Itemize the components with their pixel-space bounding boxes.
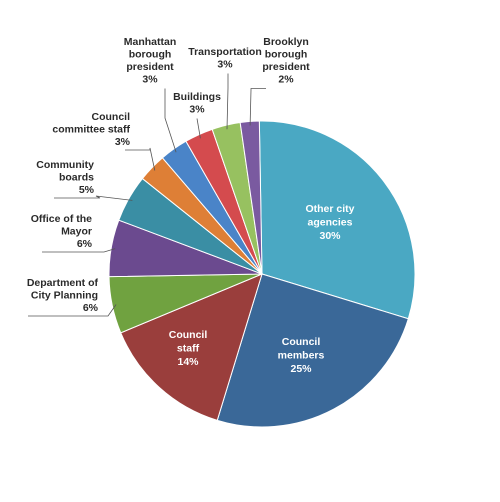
pie-slice-brooklyn-borough-president — [239, 120, 263, 275]
slice-labels: Other city agencies 30% Council members 25% Co… — [27, 36, 355, 375]
pie-slice-other-city-agencies — [258, 120, 416, 320]
pie-slices — [108, 120, 416, 428]
leader-line-office-of-the-mayor — [42, 248, 116, 253]
slice-label-council-staff: Council staff 14% — [169, 329, 208, 368]
slice-label-council-committee-staff: Council committee staff 3% — [52, 111, 130, 148]
leader-line-buildings — [196, 118, 201, 139]
slice-label-transportation: Transportation 3% — [188, 46, 262, 71]
leader-line-council-committee-staff — [125, 147, 156, 171]
slice-label-community-boards: Community boards 5% — [36, 159, 94, 196]
slice-label-other-city-agencies: Other city agencies 30% — [305, 203, 354, 242]
pie-slice-council-staff — [120, 273, 263, 421]
slice-label-brooklyn-borough-president: Brooklyn borough president 2% — [262, 36, 310, 86]
leader-line-manhattan-borough-president — [164, 88, 177, 153]
leader-line-transportation — [226, 73, 229, 130]
slice-label-manhattan-borough-president: Manhattan borough president 3% — [124, 36, 177, 86]
leader-line-brooklyn-borough-president — [249, 88, 266, 126]
leader-line-department-of-city-planning — [28, 304, 117, 317]
slice-label-office-of-the-mayor: Office of the Mayor 6% — [31, 213, 93, 250]
slice-label-council-members: Council members 25% — [278, 336, 325, 375]
leader-line-community-boards — [54, 195, 133, 201]
slice-label-department-of-city-planning: Department of City Planning 6% — [27, 277, 99, 314]
leader-lines — [28, 73, 266, 317]
slice-label-buildings: Buildings 3% — [173, 91, 221, 116]
pie-slice-council-members — [216, 273, 409, 428]
